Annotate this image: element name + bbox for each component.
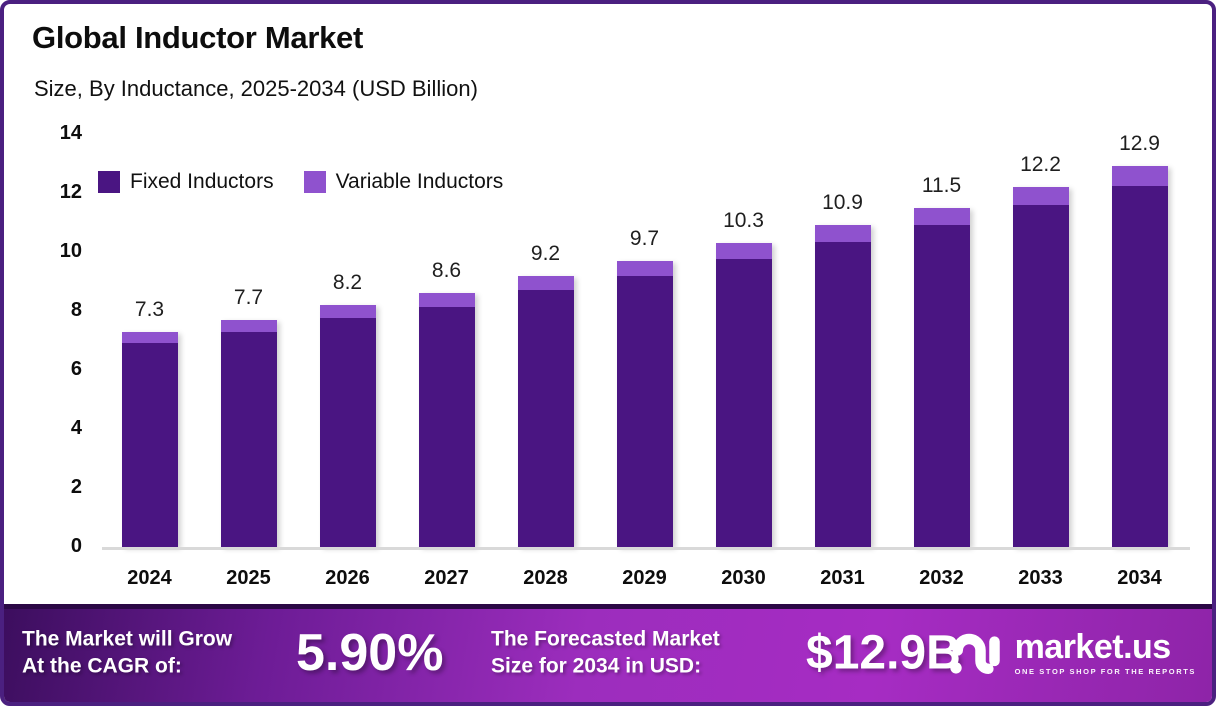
bar-2031 xyxy=(814,225,871,547)
bar-2030-variable-segment xyxy=(715,243,772,260)
bar-2027-fixed-segment xyxy=(418,306,475,547)
x-label-2033: 2033 xyxy=(1018,567,1063,589)
bar-value-2033: 12.2 xyxy=(1020,153,1061,177)
bar-value-2029: 9.7 xyxy=(629,226,660,250)
y-tick-10: 10 xyxy=(59,240,82,262)
bar-2033 xyxy=(1012,187,1069,547)
forecast-label: The Forecasted Market Size for 2034 in U… xyxy=(491,627,720,678)
bar-2025-fixed-segment xyxy=(220,331,277,547)
bar-2032-variable-segment xyxy=(913,207,970,226)
legend-swatch-fixed-icon xyxy=(98,171,120,193)
x-label-2031: 2031 xyxy=(820,567,865,589)
bar-2029 xyxy=(616,260,673,547)
cagr-value: 5.90% xyxy=(296,624,444,682)
legend-item-variable-inductors: Variable Inductors xyxy=(303,170,504,194)
bar-value-2034: 12.9 xyxy=(1119,132,1160,156)
forecast-value: $12.9B xyxy=(806,626,961,680)
bar-2024 xyxy=(121,331,178,547)
x-label-2030: 2030 xyxy=(721,567,766,589)
bar-2034-variable-segment xyxy=(1111,166,1168,186)
bar-2033-fixed-segment xyxy=(1012,204,1069,547)
bar-value-2026: 8.2 xyxy=(332,271,363,295)
x-label-2034: 2034 xyxy=(1117,567,1162,589)
bar-2032-fixed-segment xyxy=(913,225,970,547)
bar-2032 xyxy=(913,207,970,547)
bar-2028-fixed-segment xyxy=(517,290,574,547)
legend-label-fixed: Fixed Inductors xyxy=(130,170,274,193)
y-tick-0: 0 xyxy=(70,535,82,557)
bar-2026-variable-segment xyxy=(319,305,376,319)
x-label-2032: 2032 xyxy=(919,567,964,589)
x-label-2025: 2025 xyxy=(226,567,271,589)
footer-banner: The Market will Grow At the CAGR of: 5.9… xyxy=(4,604,1212,702)
bar-2031-variable-segment xyxy=(814,225,871,242)
bar-2030-fixed-segment xyxy=(715,259,772,547)
bar-2034-fixed-segment xyxy=(1111,185,1168,547)
bar-value-2030: 10.3 xyxy=(723,209,764,233)
chart-subtitle: Size, By Inductance, 2025-2034 (USD Bill… xyxy=(34,76,478,101)
y-tick-8: 8 xyxy=(70,299,82,321)
y-tick-12: 12 xyxy=(59,181,82,203)
x-axis-baseline xyxy=(102,547,1190,550)
bar-2033-variable-segment xyxy=(1012,187,1069,205)
market-us-logo-icon xyxy=(949,633,1000,674)
bar-value-2025: 7.7 xyxy=(233,285,264,309)
bar-2027 xyxy=(418,293,475,547)
bar-2026-fixed-segment xyxy=(319,318,376,547)
y-tick-14: 14 xyxy=(59,122,82,144)
bar-value-2024: 7.3 xyxy=(134,297,165,321)
legend-item-fixed-inductors: Fixed Inductors xyxy=(98,170,274,194)
chart-legend: Fixed Inductors Variable Inductors xyxy=(98,170,503,194)
bar-2028 xyxy=(517,275,574,547)
bar-2029-variable-segment xyxy=(616,260,673,276)
y-tick-6: 6 xyxy=(70,358,82,380)
legend-swatch-variable-icon xyxy=(303,171,326,193)
bar-2024-variable-segment xyxy=(121,331,178,344)
x-label-2028: 2028 xyxy=(523,567,568,589)
bar-2034 xyxy=(1111,166,1168,547)
cagr-label: The Market will Grow At the CAGR of: xyxy=(22,627,233,678)
bar-2026 xyxy=(319,305,376,547)
bar-value-2027: 8.6 xyxy=(431,259,462,283)
x-label-2027: 2027 xyxy=(424,567,469,589)
bar-2025 xyxy=(220,319,277,547)
bar-2029-fixed-segment xyxy=(616,275,673,547)
x-label-2029: 2029 xyxy=(622,567,667,589)
bar-2024-fixed-segment xyxy=(121,343,178,547)
bar-2025-variable-segment xyxy=(220,319,277,332)
bar-2028-variable-segment xyxy=(517,275,574,291)
x-label-2026: 2026 xyxy=(325,567,370,589)
bar-2031-fixed-segment xyxy=(814,241,871,547)
legend-label-variable: Variable Inductors xyxy=(335,170,504,193)
x-label-2024: 2024 xyxy=(127,567,172,589)
bar-value-2032: 11.5 xyxy=(921,173,962,197)
page-title: Global Inductor Market xyxy=(32,20,363,55)
bar-2027-variable-segment xyxy=(418,293,475,307)
y-tick-4: 4 xyxy=(70,417,82,439)
bar-value-2028: 9.2 xyxy=(530,241,561,265)
logo-tagline: ONE STOP SHOP FOR THE REPORTS xyxy=(1014,667,1196,676)
y-tick-2: 2 xyxy=(70,476,82,498)
bar-2030 xyxy=(715,243,772,547)
market-us-logo[interactable]: market.us ONE STOP SHOP FOR THE REPORTS xyxy=(949,627,1196,679)
bar-value-2031: 10.9 xyxy=(822,191,863,215)
logo-wordmark: market.us xyxy=(1014,628,1172,666)
